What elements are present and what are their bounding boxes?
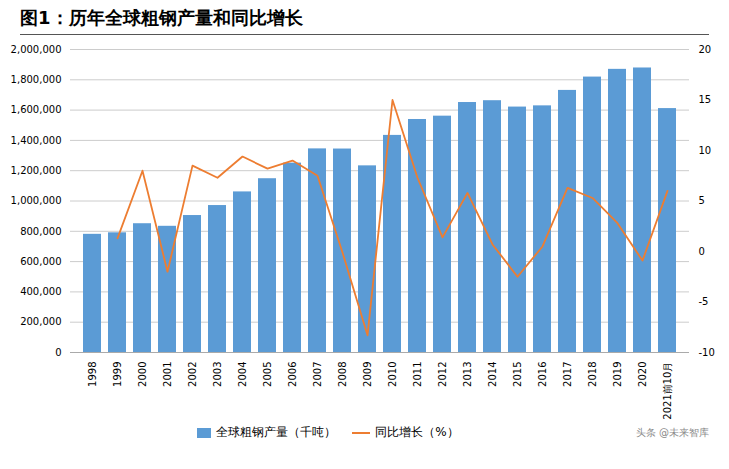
svg-text:2002: 2002 [187, 362, 198, 387]
svg-text:5: 5 [699, 195, 705, 206]
svg-text:2,000,000: 2,000,000 [11, 44, 62, 55]
svg-text:2020: 2020 [637, 362, 648, 387]
svg-text:1,600,000: 1,600,000 [11, 104, 62, 115]
svg-text:2011: 2011 [412, 362, 423, 387]
svg-text:2009: 2009 [362, 362, 373, 387]
svg-text:2019: 2019 [612, 362, 623, 387]
html-text:全球粗钢产量（千吨）: 全球粗钢产量（千吨） [216, 425, 337, 439]
svg-text:1,000,000: 1,000,000 [11, 195, 62, 206]
svg-text:2003: 2003 [212, 362, 223, 387]
svg-text:2005: 2005 [262, 362, 273, 387]
svg-text:800,000: 800,000 [20, 226, 61, 237]
html-text:头条 @未来智库: 头条 @未来智库 [635, 426, 709, 438]
svg-text:1999: 1999 [112, 362, 123, 387]
svg-text:2008: 2008 [337, 362, 348, 387]
svg-text:2010: 2010 [387, 362, 398, 387]
svg-text:2004: 2004 [237, 362, 248, 387]
svg-text:0: 0 [55, 347, 61, 358]
svg-text:200,000: 200,000 [20, 316, 61, 327]
svg-text:10: 10 [699, 145, 712, 156]
svg-text:2018: 2018 [587, 362, 598, 387]
svg-text:2016: 2016 [537, 362, 548, 387]
svg-text:2000: 2000 [137, 362, 148, 387]
html-text:同比增长（%）: 同比增长（%） [375, 425, 459, 439]
svg-text:2015: 2015 [512, 362, 523, 387]
svg-text:2017: 2017 [562, 362, 573, 387]
svg-text:600,000: 600,000 [20, 256, 61, 267]
svg-text:-5: -5 [699, 296, 709, 307]
svg-text:20: 20 [699, 44, 712, 55]
svg-text:-10: -10 [699, 347, 715, 358]
svg-text:0: 0 [699, 246, 705, 257]
svg-text:2021前10月: 2021前10月 [662, 362, 673, 420]
svg-text:15: 15 [699, 94, 712, 105]
svg-text:1,200,000: 1,200,000 [11, 165, 62, 176]
svg-text:400,000: 400,000 [20, 286, 61, 297]
svg-text:1998: 1998 [87, 362, 98, 387]
svg-text:2007: 2007 [312, 362, 323, 387]
html-text:图1：历年全球粗钢产量和同比增长: 图1：历年全球粗钢产量和同比增长 [20, 7, 303, 28]
svg-text:1,400,000: 1,400,000 [11, 135, 62, 146]
svg-text:2006: 2006 [287, 362, 298, 387]
svg-text:2013: 2013 [462, 362, 473, 387]
svg-text:1,800,000: 1,800,000 [11, 74, 62, 85]
svg-text:2012: 2012 [437, 362, 448, 387]
svg-text:2014: 2014 [487, 362, 498, 387]
svg-text:2001: 2001 [162, 362, 173, 387]
